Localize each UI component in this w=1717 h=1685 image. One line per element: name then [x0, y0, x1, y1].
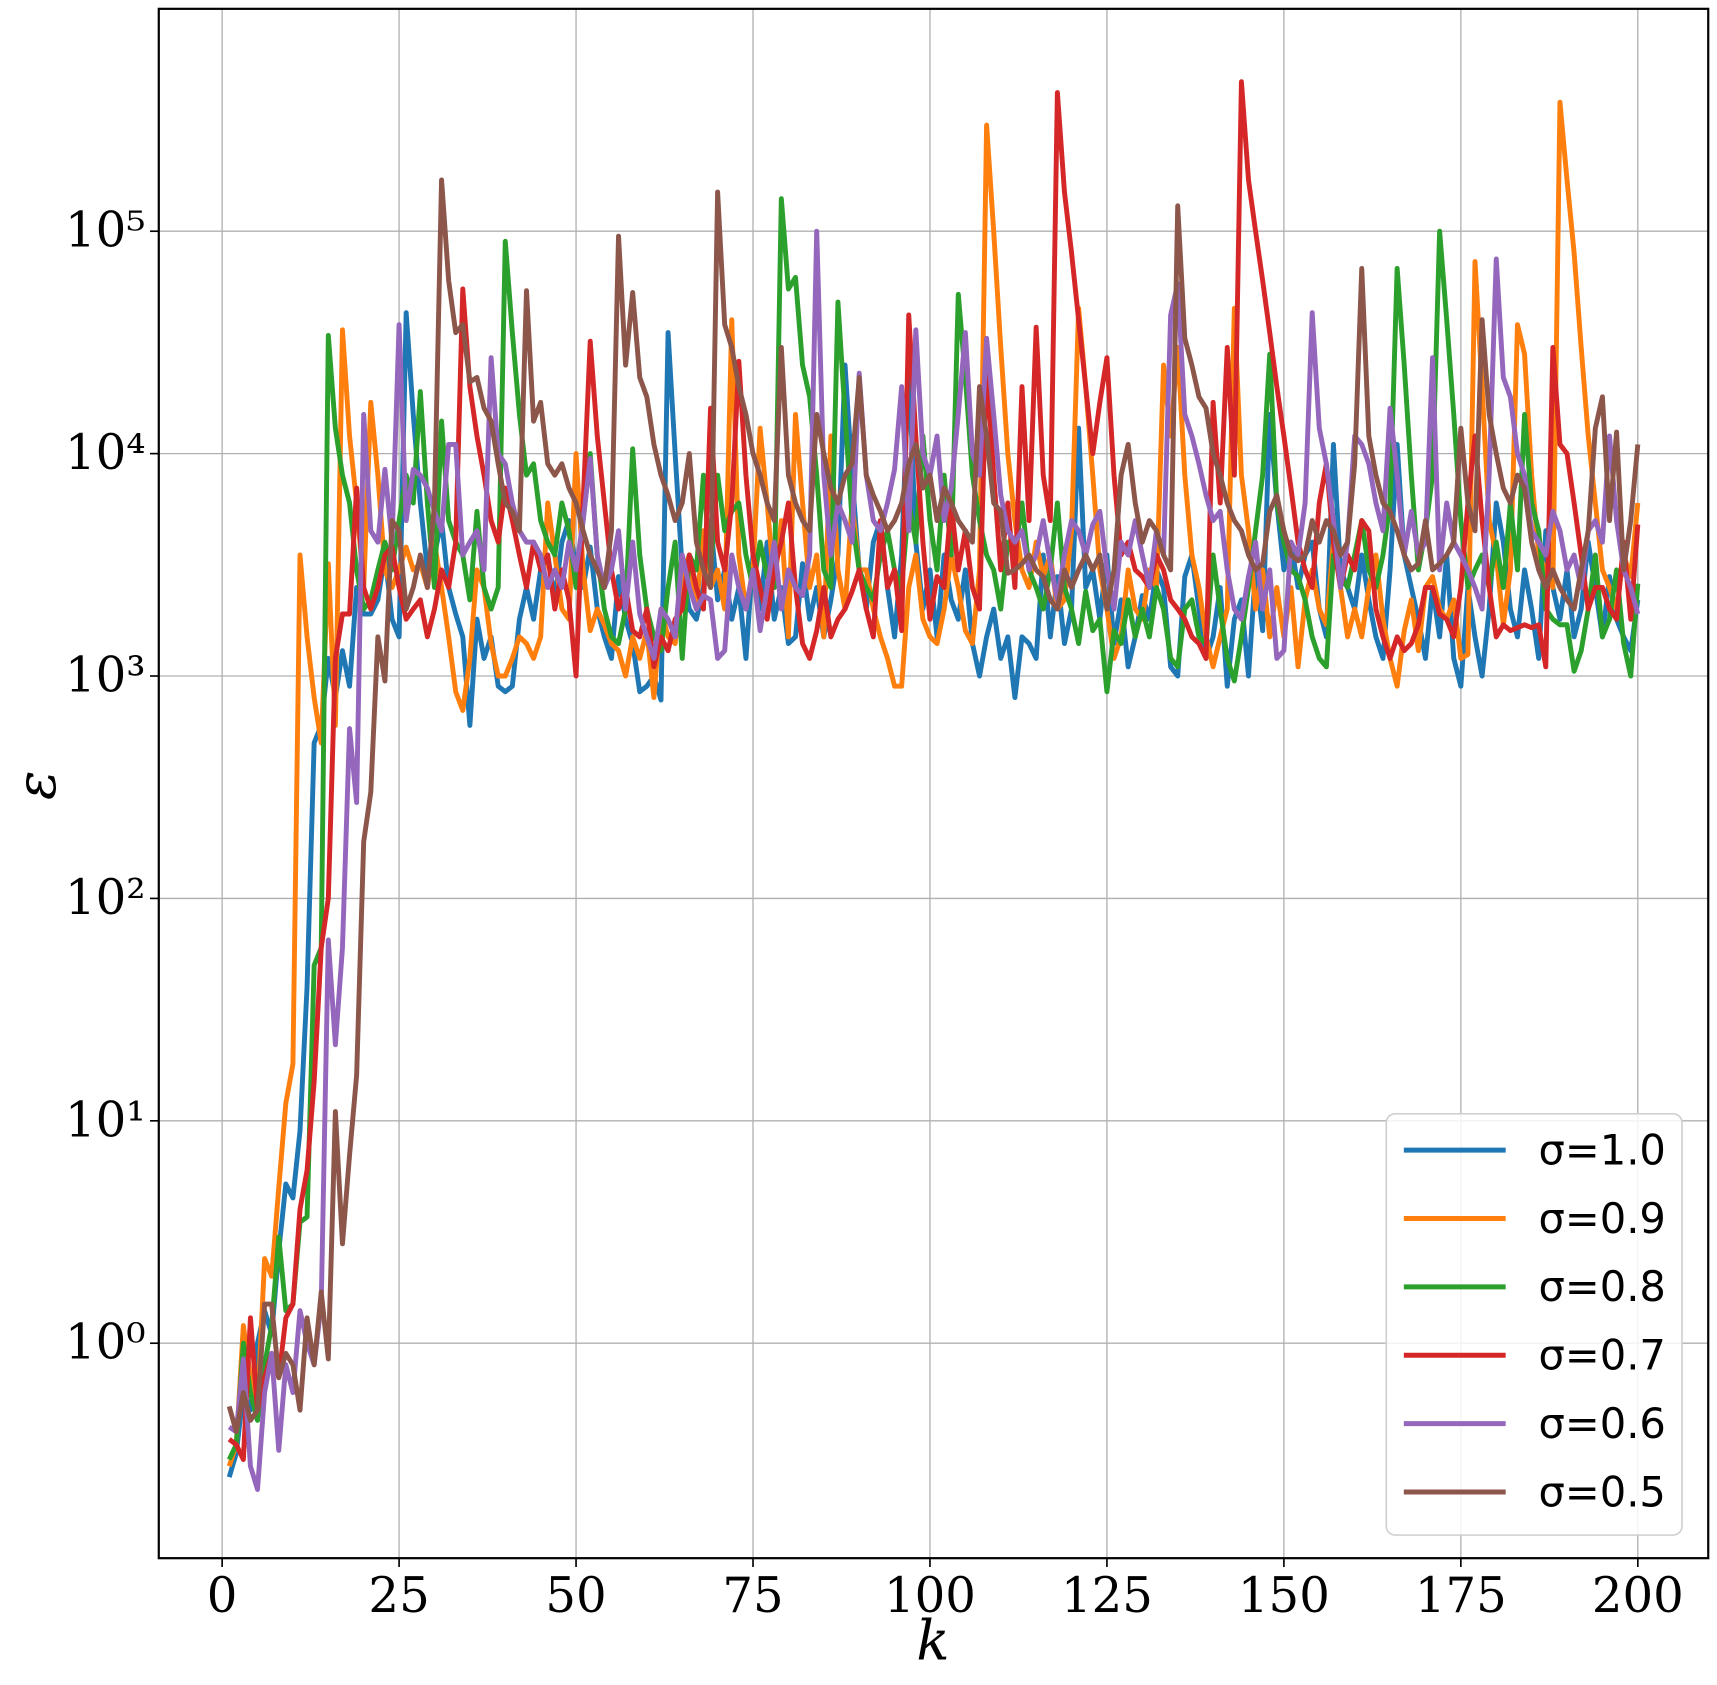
- legend-label: σ=0.5: [1539, 1467, 1666, 1516]
- series-line: [226, 177, 1641, 1435]
- x-tick-label: 0: [207, 1568, 238, 1624]
- axes-frame: [157, 7, 1710, 1560]
- series-line: [227, 79, 1641, 1462]
- y-tick-label: 10²: [65, 870, 146, 926]
- y-tick-label: 10⁰: [65, 1315, 146, 1371]
- legend-label: σ=0.8: [1539, 1262, 1666, 1311]
- y-tick-label: 10³: [65, 647, 146, 703]
- y-tick-label: 10¹: [65, 1092, 146, 1148]
- x-tick-label: 125: [1061, 1568, 1153, 1624]
- series-line: [226, 99, 1641, 1467]
- x-tick-label: 150: [1238, 1568, 1330, 1624]
- legend-label: σ=0.6: [1539, 1399, 1666, 1448]
- x-axis-label: k: [916, 1608, 949, 1672]
- ticks: 0 25 50 75 100 125 150 175 200 10⁰ 10¹ 10² 10³ 10⁴ 10⁵: [65, 203, 1684, 1625]
- x-tick-label: 200: [1592, 1568, 1684, 1624]
- series-line: [227, 228, 1641, 1492]
- x-tick-label: 25: [368, 1568, 429, 1624]
- plot-lines: [226, 79, 1641, 1492]
- legend-label: σ=0.9: [1539, 1194, 1666, 1243]
- y-tick-label: 10⁵: [65, 203, 146, 259]
- legend: σ=1.0 σ=0.9 σ=0.8 σ=0.7 σ=0.6 σ=0.5: [1385, 1112, 1683, 1536]
- x-tick-label: 175: [1415, 1568, 1507, 1624]
- x-tick-label: 50: [545, 1568, 606, 1624]
- x-tick-label: 75: [722, 1568, 783, 1624]
- legend-label: σ=1.0: [1539, 1125, 1666, 1174]
- y-tick-label: 10⁴: [65, 425, 146, 481]
- y-axis-label: ε: [4, 770, 68, 800]
- x-tick-label: 100: [884, 1568, 976, 1624]
- series-line: [226, 196, 1641, 1461]
- legend-label: σ=0.7: [1539, 1330, 1666, 1379]
